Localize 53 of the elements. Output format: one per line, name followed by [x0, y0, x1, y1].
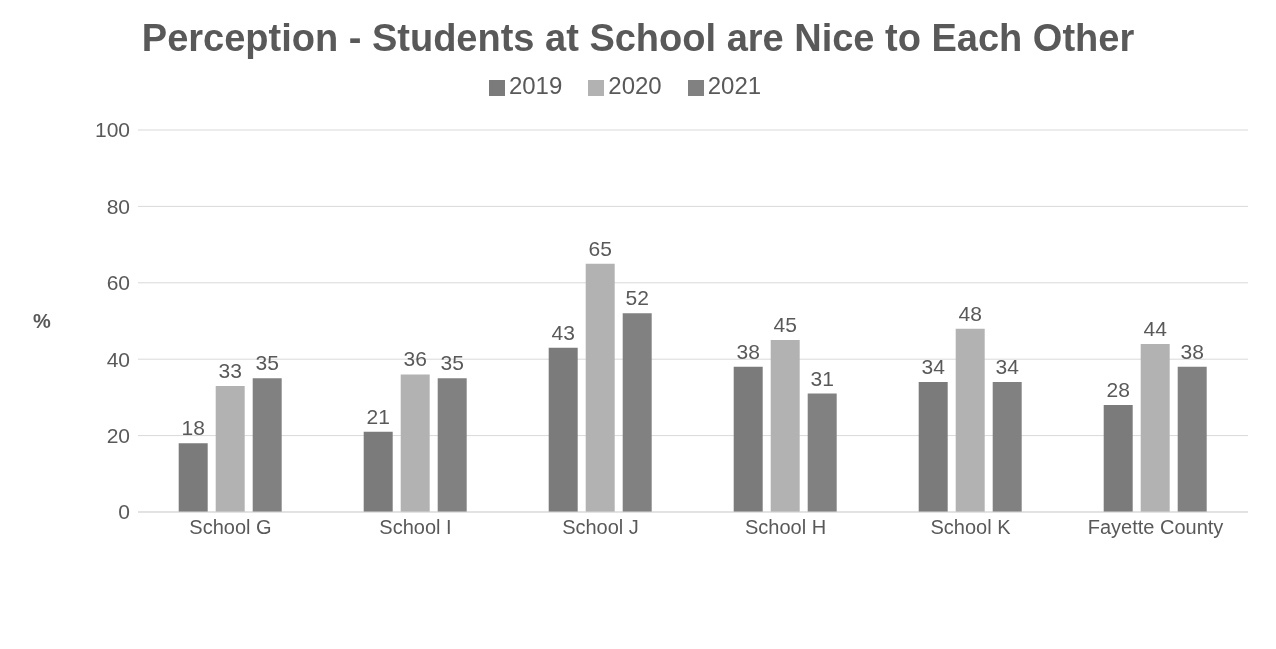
bar	[992, 382, 1022, 512]
chart-title: Perception - Students at School are Nice to Each Other	[140, 16, 1136, 61]
x-tick-label: Fayette County	[1087, 516, 1224, 539]
data-label: 45	[773, 313, 797, 337]
y-tick-label: 20	[106, 424, 130, 448]
data-label: 65	[588, 236, 612, 260]
legend-label: 2020	[608, 72, 662, 99]
data-label: 48	[958, 301, 982, 325]
bar	[178, 443, 208, 512]
data-label: 34	[921, 355, 946, 379]
x-tick-label: School K	[930, 516, 1012, 539]
data-label: 31	[810, 366, 834, 390]
data-label: 18	[181, 416, 205, 440]
data-label: 34	[995, 355, 1020, 379]
y-tick-label: 80	[106, 194, 130, 218]
data-label: 44	[1143, 316, 1168, 340]
x-tick-label: School J	[562, 516, 639, 539]
data-label: 36	[403, 347, 427, 371]
legend-label: 2021	[707, 72, 762, 99]
bar	[807, 393, 837, 512]
bar	[1140, 343, 1170, 512]
y-tick-label: 60	[106, 271, 130, 295]
legend-label: 2019	[508, 72, 563, 99]
data-label: 52	[625, 286, 649, 310]
y-tick-label: 40	[106, 347, 130, 371]
y-tick-label: 100	[94, 118, 130, 142]
x-tick-label: School H	[744, 516, 827, 539]
bar	[400, 374, 430, 512]
bar	[215, 385, 245, 512]
bar	[1103, 405, 1133, 512]
x-tick-label: School G	[189, 516, 272, 539]
data-label: 21	[366, 404, 390, 428]
bar	[437, 378, 467, 512]
bar	[918, 382, 948, 512]
x-tick-label: School I	[379, 516, 452, 539]
y-tick-label: 0	[118, 500, 130, 524]
data-label: 33	[218, 358, 242, 382]
bar	[585, 263, 615, 512]
bar	[733, 366, 763, 512]
bar	[252, 378, 282, 512]
bar	[622, 313, 652, 512]
y-axis-title: %	[33, 310, 51, 333]
data-label: 28	[1106, 378, 1130, 402]
data-label: 43	[551, 320, 575, 344]
bar	[770, 340, 800, 512]
data-label: 35	[255, 351, 279, 375]
data-label: 35	[440, 351, 464, 375]
bar	[955, 328, 985, 512]
bar	[363, 431, 393, 512]
bar	[1177, 366, 1207, 512]
data-label: 38	[736, 339, 760, 363]
data-label: 38	[1180, 339, 1204, 363]
bar	[548, 347, 578, 512]
